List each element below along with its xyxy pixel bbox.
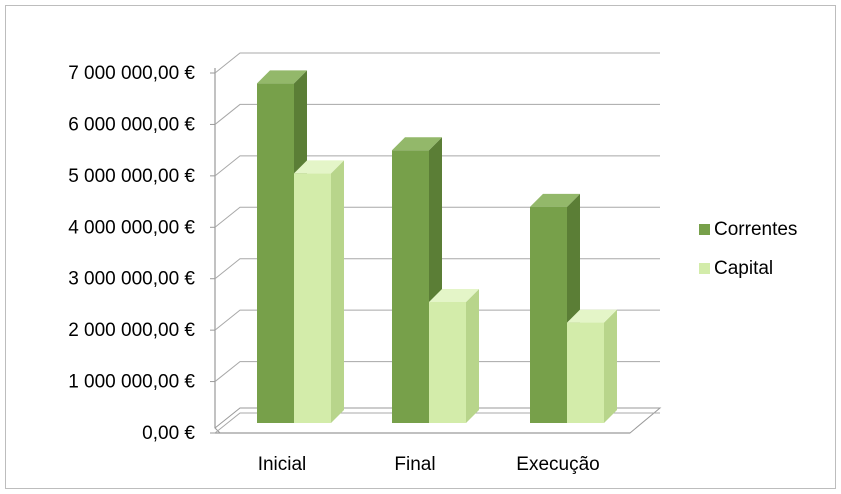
y-tick-label: 0,00 € — [142, 423, 195, 444]
bar-top — [567, 309, 617, 323]
bar — [530, 206, 567, 423]
x-tick-label: Inicial — [258, 454, 307, 475]
x-tick-label: Execução — [516, 454, 599, 475]
bar-top — [530, 193, 580, 207]
y-axis-ticks: 0,00 € 1 000 000,00 € 2 000 000,00 € 3 000 … — [68, 63, 195, 444]
y-tick-label: 3 000 000,00 € — [68, 269, 195, 290]
gridline — [214, 258, 660, 280]
legend-swatch — [699, 263, 710, 274]
bar — [429, 302, 466, 423]
gridline — [214, 412, 660, 434]
gridline — [214, 103, 660, 125]
bars — [257, 70, 617, 424]
y-tick-label: 2 000 000,00 € — [68, 320, 195, 341]
gridline — [214, 52, 660, 74]
gridline — [214, 309, 660, 331]
bar-top — [392, 137, 442, 151]
bar — [567, 322, 604, 423]
legend: Correntes Capital — [699, 219, 797, 279]
y-tick-label: 4 000 000,00 € — [68, 217, 195, 238]
y-tick-label: 6 000 000,00 € — [68, 114, 195, 135]
bar-side — [331, 160, 344, 423]
x-tick-label: Final — [394, 454, 435, 475]
bar — [257, 83, 294, 423]
gridline — [214, 206, 660, 228]
bar-top — [294, 160, 344, 174]
y-tick-label: 1 000 000,00 € — [68, 372, 195, 393]
y-tick-label: 7 000 000,00 € — [68, 63, 195, 84]
bar-side — [604, 309, 617, 423]
bar-side — [466, 289, 479, 423]
bar-top — [257, 70, 307, 84]
legend-label: Capital — [714, 258, 773, 279]
bar-top — [429, 289, 479, 302]
bar — [294, 173, 331, 423]
gridline — [214, 361, 660, 382]
gridline — [214, 155, 660, 177]
y-tick-label: 5 000 000,00 € — [68, 166, 195, 187]
gridlines — [210, 52, 660, 434]
bar — [392, 150, 429, 424]
legend-label: Correntes — [714, 219, 797, 240]
legend-swatch — [699, 224, 710, 235]
x-axis-ticks: Inicial Final Execução — [258, 454, 600, 475]
